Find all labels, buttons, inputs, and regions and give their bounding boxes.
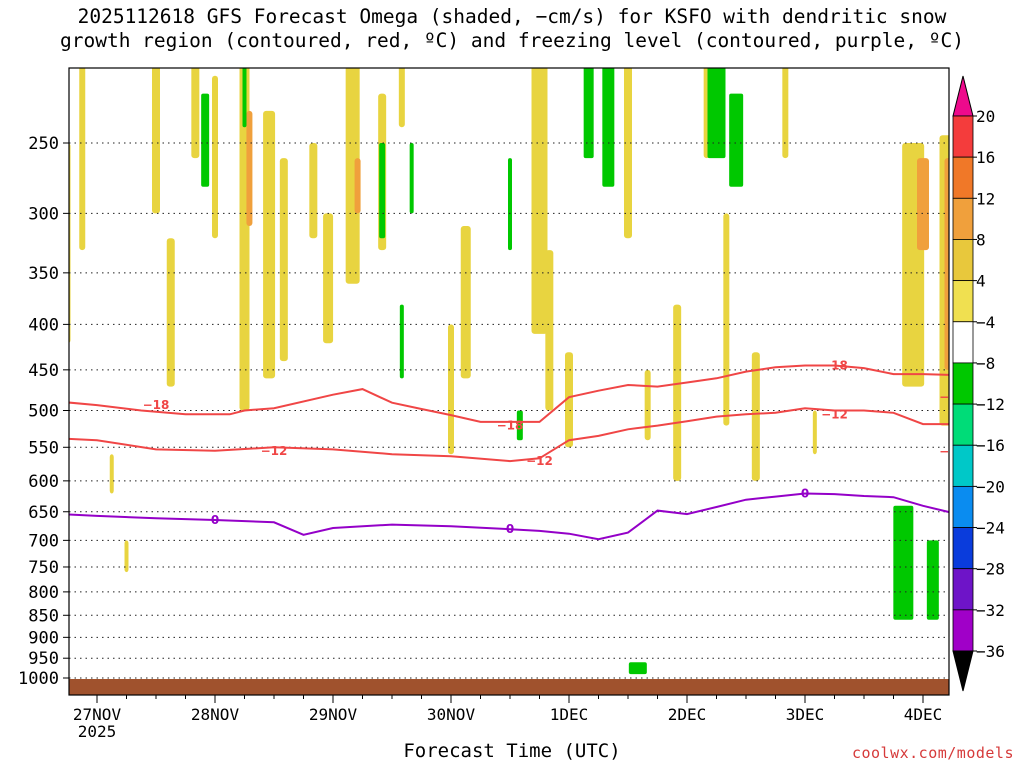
contour-line-1 [69,407,949,463]
credit-text: coolwx.com/models [851,744,1014,762]
y-tick-label-11: 800 [28,583,59,603]
colorbar-label-13: −36 [976,642,1005,661]
colorbar-swatch-3 [952,239,974,282]
colorbar-label-7: −12 [976,395,1005,414]
contour-line-0 [69,364,949,423]
contour-line-2 [69,492,949,541]
colorbar-label-3: 8 [976,230,986,249]
colorbar-swatch-2 [952,197,974,240]
colorbar-swatch-11 [952,568,974,611]
colorbar-swatch-0 [952,115,974,158]
colorbar-label-0: 20 [976,107,995,126]
colorbar-swatch-7 [952,403,974,446]
x-tick-label-6: 3DEC [786,705,825,724]
colorbar-swatch-4 [952,280,974,323]
colorbar-label-5: −4 [976,313,995,332]
contour-label-0-0: −18 [143,398,170,412]
y-tick-label-2: 350 [28,264,59,284]
contour-label-2-0: 0 [211,513,219,527]
colorbar-label-10: −24 [976,519,1005,538]
x-tick-label-4: 1DEC [550,705,589,724]
colorbar-label-8: −16 [976,436,1005,455]
colorbar-swatch-10 [952,527,974,570]
colorbar-label-9: −20 [976,477,1005,496]
colorbar-label-11: −28 [976,560,1005,579]
ground-bar [69,679,949,695]
x-tick-year: 2025 [78,722,117,741]
contour-label-1-3: −12 [939,444,966,458]
contour-label-2-1: 0 [506,522,514,536]
colorbar-swatch-8 [952,444,974,487]
x-tick-label-5: 2DEC [668,705,707,724]
colorbar-swatch-5 [952,321,974,364]
contour-label-1-1: −12 [526,454,553,468]
x-tick-label-2: 29NOV [309,705,358,724]
colorbar-top-arrow [952,75,974,117]
x-tick-label-0: 27NOV [73,705,122,724]
colorbar-label-1: 16 [976,148,995,167]
y-tick-label-7: 600 [28,472,59,492]
y-tick-label-1: 300 [28,204,59,224]
contour-label-0-3: −18 [497,419,524,433]
colorbar-swatch-9 [952,485,974,528]
y-tick-label-3: 400 [28,315,59,335]
colorbar-label-6: −8 [976,354,995,373]
chart-title-line-1: 2025112618 GFS Forecast Omega (shaded, −… [77,5,947,28]
y-tick-label-4: 450 [28,361,59,381]
y-tick-label-8: 650 [28,503,59,523]
colorbar-label-2: 12 [976,189,995,208]
y-tick-label-14: 950 [28,649,59,669]
y-tick-label-15: 1000 [18,669,59,689]
colorbar-label-4: 4 [976,272,986,291]
contour-label-1-2: −12 [821,407,848,421]
x-axis-label: Forecast Time (UTC) [403,740,621,762]
contour-label-1-0: −12 [261,444,288,458]
colorbar-label-12: −32 [976,601,1005,620]
y-tick-label-5: 500 [28,402,59,422]
colorbar-bottom-arrow [952,650,974,692]
contour-label-0-1: −18 [821,359,848,373]
colorbar-swatch-1 [952,156,974,199]
x-tick-label-3: 30NOV [427,705,476,724]
contour-label-2-2: 0 [801,487,809,501]
y-tick-label-9: 700 [28,531,59,551]
colorbar-swatch-6 [952,362,974,405]
x-tick-label-1: 28NOV [191,705,240,724]
y-tick-label-0: 250 [28,134,59,154]
plot-frame [68,67,950,696]
y-tick-label-6: 550 [28,438,59,458]
y-tick-label-10: 750 [28,558,59,578]
contour-label-0-2: −18 [939,390,966,404]
colorbar-swatch-12 [952,609,974,652]
y-tick-label-12: 850 [28,606,59,626]
y-tick-label-13: 900 [28,628,59,648]
chart-title-line-2: growth region (contoured, red, ºC) and f… [60,29,964,52]
x-tick-label-7: 4DEC [904,705,943,724]
